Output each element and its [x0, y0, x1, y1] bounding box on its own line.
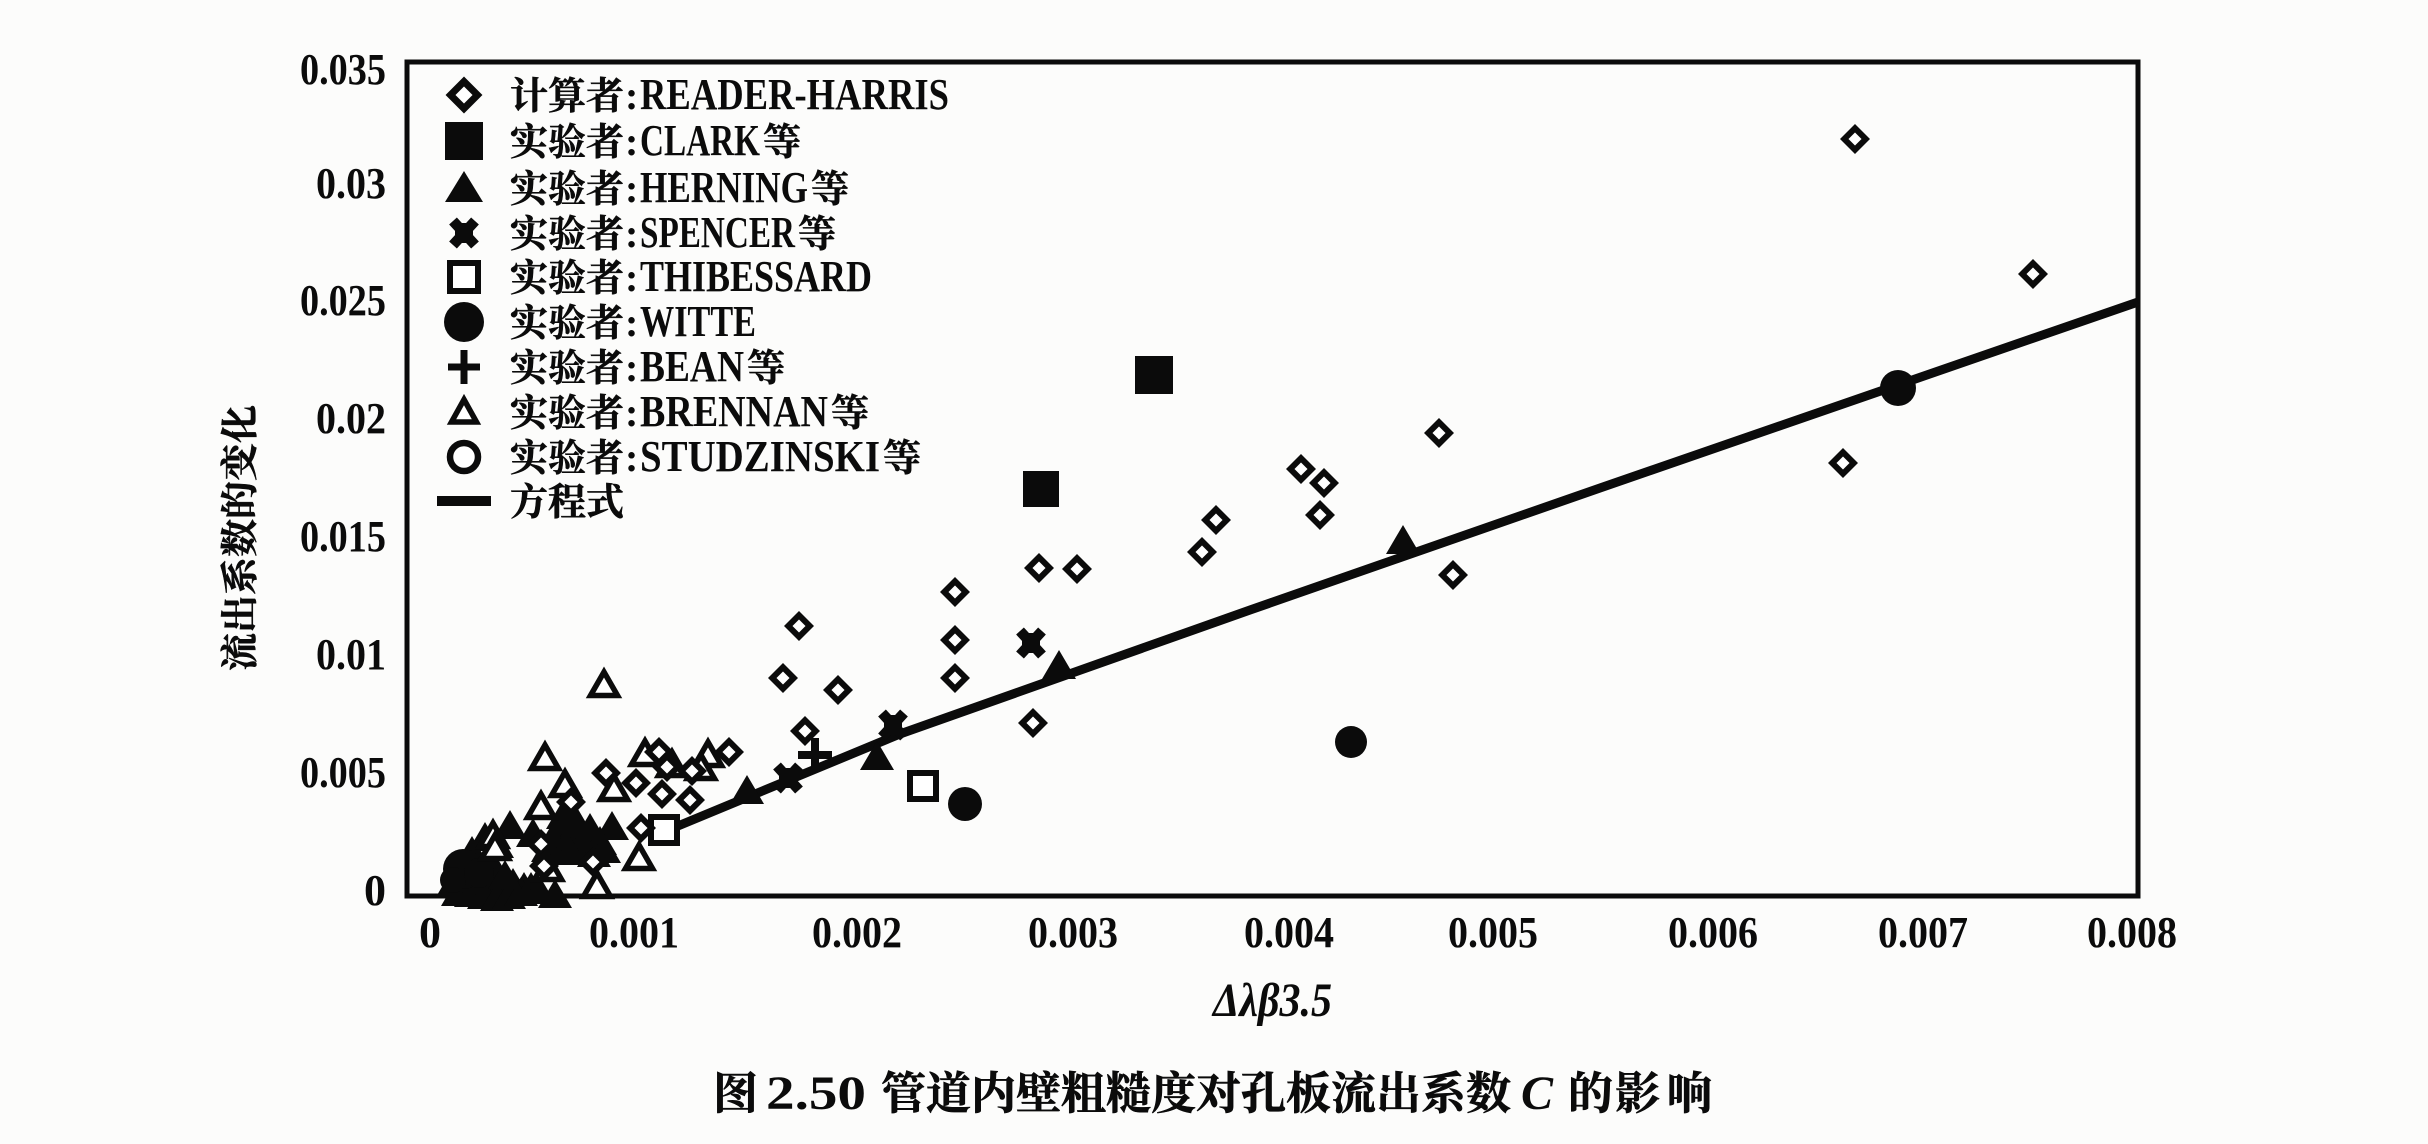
svg-text:C: C	[1521, 1067, 1554, 1120]
svg-text:0.01: 0.01	[316, 630, 386, 679]
svg-text:Δλβ3.5: Δλβ3.5	[1211, 974, 1332, 1027]
svg-text::: :	[625, 211, 638, 256]
svg-text:HERNING: HERNING	[640, 163, 808, 212]
svg-text:0.008: 0.008	[2087, 908, 2177, 957]
svg-text:0: 0	[419, 908, 441, 957]
svg-text::: :	[625, 255, 638, 300]
svg-text:CLARK: CLARK	[640, 116, 760, 165]
svg-text:0.03: 0.03	[316, 159, 386, 208]
svg-text:0: 0	[364, 866, 386, 915]
svg-text:BEAN: BEAN	[640, 342, 744, 391]
svg-text:READER-HARRIS: READER-HARRIS	[640, 70, 949, 119]
svg-text::: :	[625, 73, 638, 118]
svg-text:0.005: 0.005	[1448, 908, 1538, 957]
svg-text::: :	[625, 166, 638, 211]
svg-text::: :	[625, 119, 638, 164]
svg-text::: :	[625, 390, 638, 435]
svg-text:0.02: 0.02	[316, 394, 386, 443]
svg-text::: :	[625, 435, 638, 480]
svg-text:THIBESSARD: THIBESSARD	[640, 252, 872, 301]
svg-text:0.007: 0.007	[1878, 908, 1968, 957]
svg-text:0.002: 0.002	[812, 908, 902, 957]
svg-text::: :	[625, 345, 638, 390]
svg-text:WITTE: WITTE	[640, 297, 756, 346]
svg-text:0.001: 0.001	[589, 908, 679, 957]
svg-text:0.006: 0.006	[1668, 908, 1758, 957]
svg-text:0.015: 0.015	[300, 512, 386, 561]
svg-text:0.035: 0.035	[300, 45, 386, 94]
svg-text:2.50: 2.50	[766, 1067, 866, 1120]
svg-text:SPENCER: SPENCER	[640, 208, 796, 257]
svg-text:STUDZINSKI: STUDZINSKI	[640, 432, 880, 481]
svg-text::: :	[625, 300, 638, 345]
svg-text:0.004: 0.004	[1244, 908, 1334, 957]
svg-text:0.003: 0.003	[1028, 908, 1118, 957]
svg-text:BRENNAN: BRENNAN	[640, 387, 828, 436]
svg-text:0.025: 0.025	[300, 276, 386, 325]
svg-text:0.005: 0.005	[300, 748, 386, 797]
